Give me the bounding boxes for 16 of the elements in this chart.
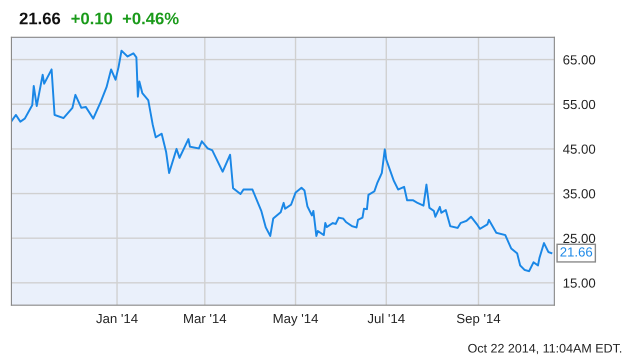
y-tick-label: 65.00 — [563, 55, 596, 65]
x-tick-label: Jul '14 — [368, 314, 405, 324]
x-tick-label: Sep '14 — [456, 314, 500, 326]
y-tick-label: 15.00 — [564, 278, 596, 288]
line-series — [11, 50, 552, 272]
chart-title: 21.66 — [20, 12, 60, 24]
x-tick-label: Mar '14 — [184, 314, 226, 324]
y-tick-label: 25.00 — [563, 234, 596, 244]
text: Oct 22 2014, 11:04AM EDT. — [468, 344, 622, 354]
y-tick-label: 55.00 — [563, 100, 596, 110]
chart-subtitle: +0.10 +0.46% — [71, 12, 179, 24]
x-tick-label: May '14 — [274, 314, 318, 326]
y-tick-label: 35.00 — [563, 189, 596, 198]
annotation: 21.66 — [560, 247, 592, 257]
y-tick-label: 45.00 — [562, 144, 596, 154]
x-tick-label: Jan '14 — [96, 314, 138, 324]
